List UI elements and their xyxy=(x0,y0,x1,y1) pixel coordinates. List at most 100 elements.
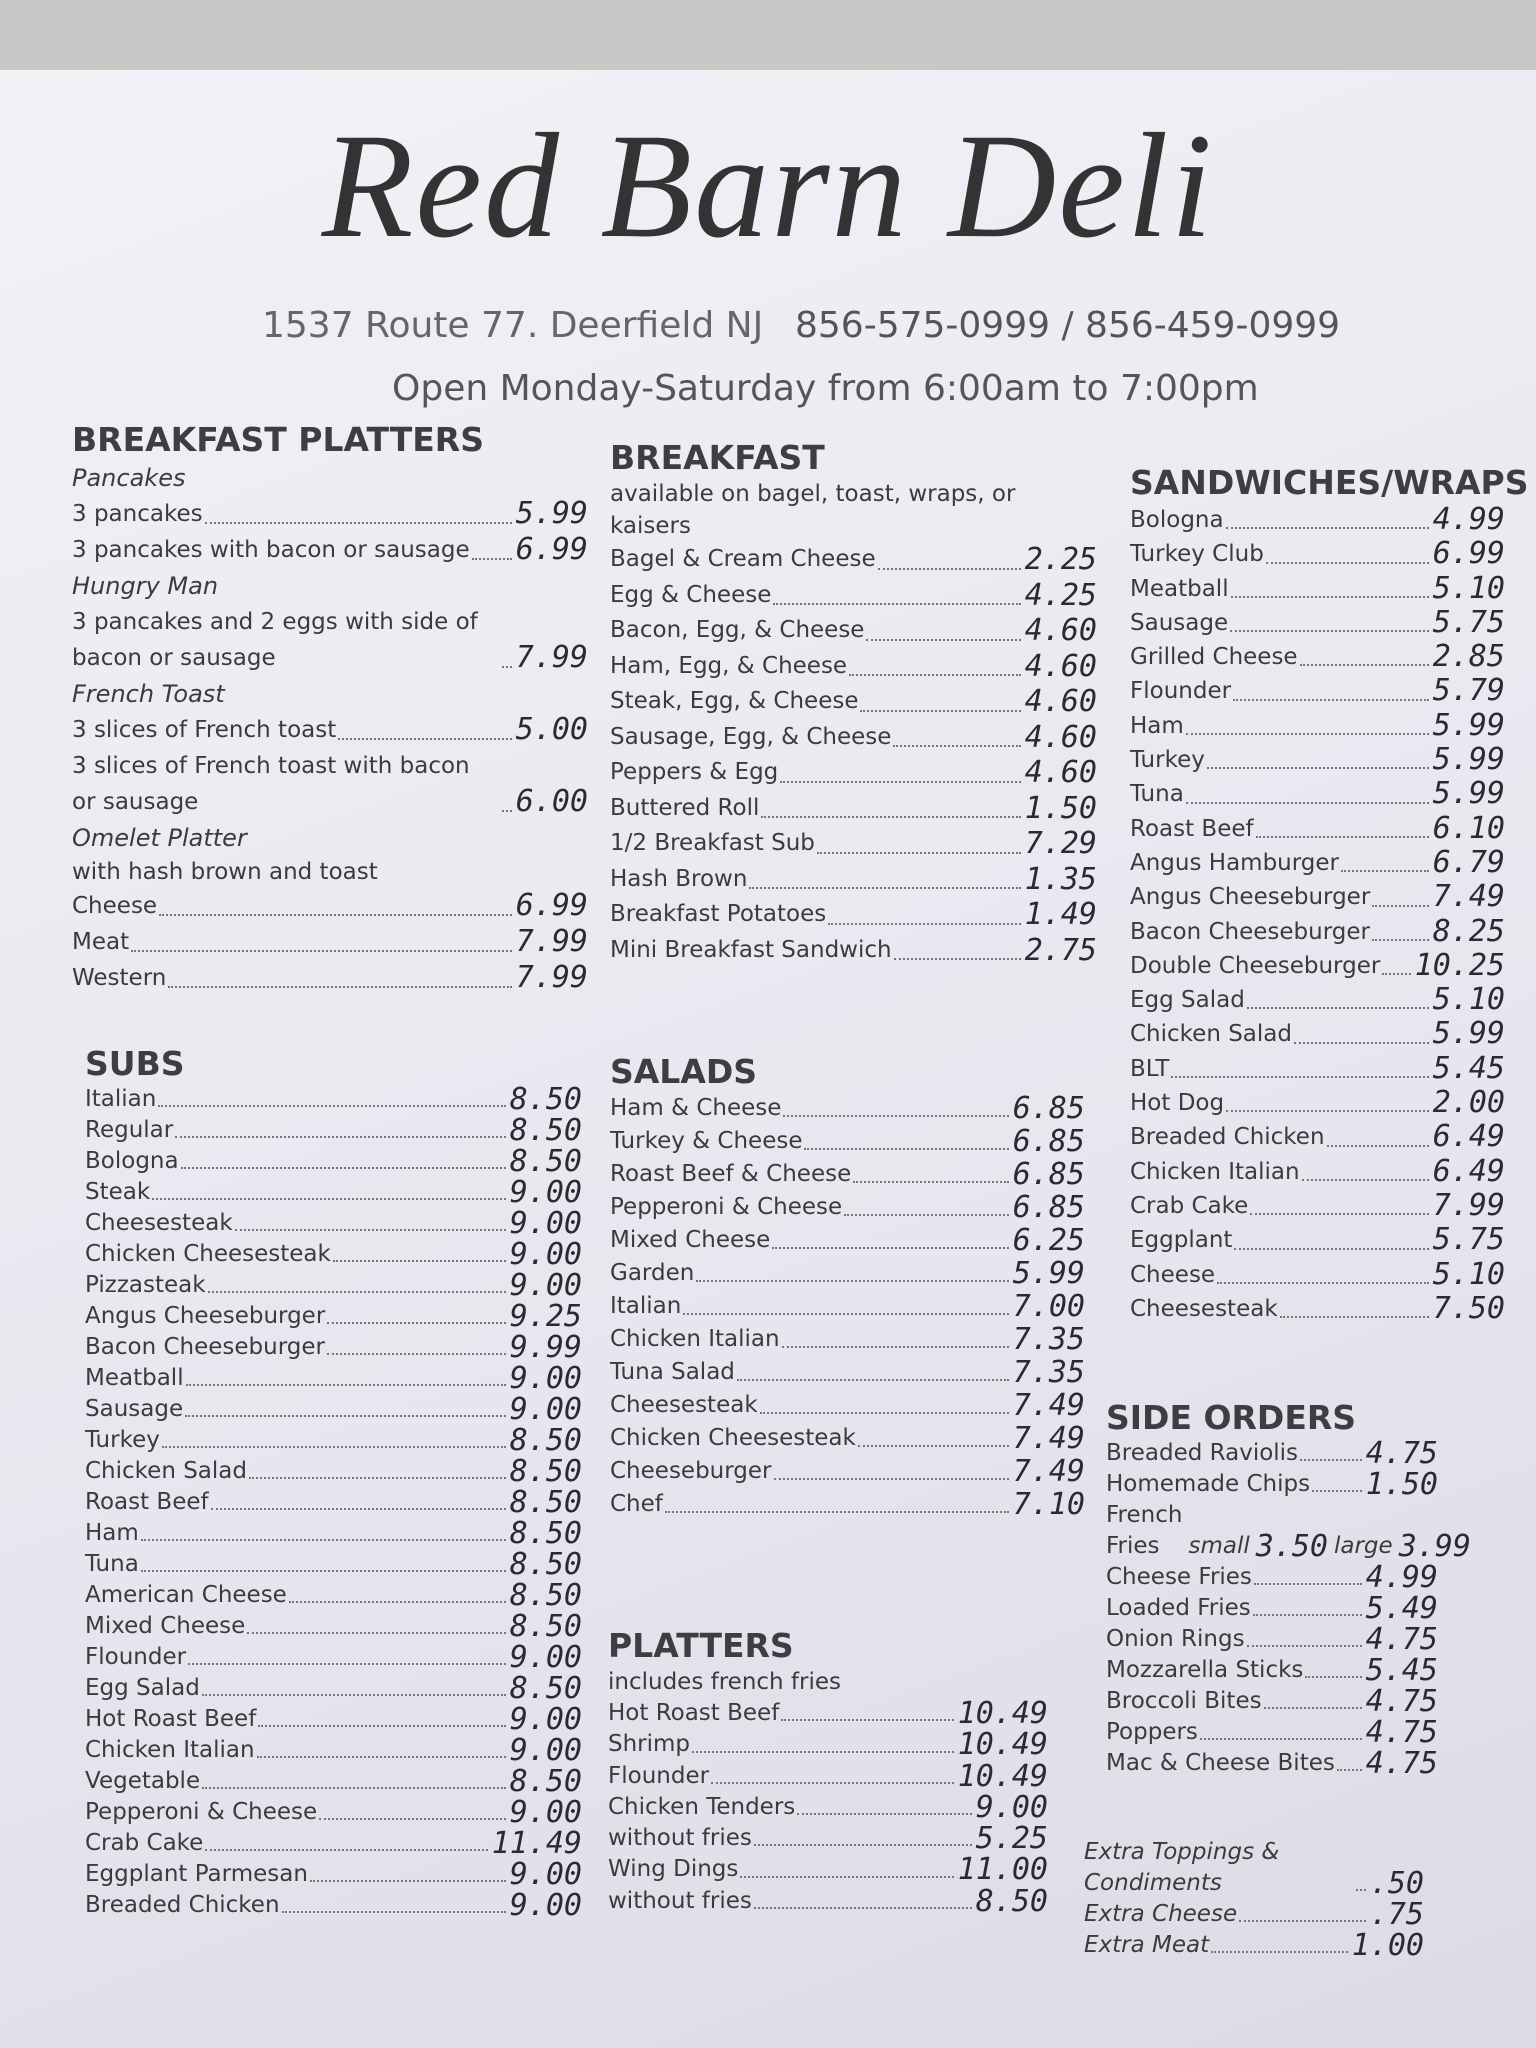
menu-item: Sausage, Egg, & Cheese 4.60 xyxy=(610,720,1097,756)
menu-item: Crab Cake 7.99 xyxy=(1130,1188,1505,1223)
item-price: 5.99 xyxy=(1432,1016,1505,1052)
item-price: 5.75 xyxy=(1432,604,1505,640)
menu-item: Ham 5.99 xyxy=(1130,707,1505,743)
item-price: 7.49 xyxy=(1012,1454,1085,1489)
menu-item: 3 pancakes with bacon or sausage 6.99 xyxy=(72,532,588,568)
leader xyxy=(761,816,1021,818)
item-name: 3 slices of French toast with bacon or s… xyxy=(72,753,470,815)
menu-item: Angus Cheeseburger 9.25 xyxy=(85,1301,582,1332)
leader xyxy=(1255,835,1429,838)
menu-item: Vegetable 8.50 xyxy=(85,1766,582,1797)
leader xyxy=(853,1181,1009,1183)
menu-item: Crab Cake 11.49 xyxy=(85,1828,582,1859)
menu-item: 1/2 Breakfast Sub 7.29 xyxy=(610,826,1097,862)
item-name: Cheese xyxy=(1130,1261,1216,1288)
item-price: 7.10 xyxy=(1012,1487,1085,1522)
item-name: Hot Roast Beef xyxy=(85,1706,257,1732)
item-name: Cheesesteak xyxy=(610,1392,758,1418)
menu-item: Garden 5.99 xyxy=(610,1257,1085,1290)
item-name: Egg & Cheese xyxy=(610,581,772,608)
menu-item: BLT 5.45 xyxy=(1130,1051,1505,1086)
item-price: 1.50 xyxy=(1024,790,1097,826)
menu-section: PLATTERS includes french fries Hot Roast B… xyxy=(608,1626,1048,1917)
item-name: Crab Cake xyxy=(1130,1192,1249,1219)
leader xyxy=(168,986,512,988)
menu-item: Angus Hamburger 6.79 xyxy=(1130,845,1505,880)
item-name: 3 pancakes with bacon or sausage xyxy=(72,537,470,563)
item-name: Sausage, Egg, & Cheese xyxy=(610,723,892,750)
leader xyxy=(332,1260,506,1262)
leader xyxy=(759,1412,1009,1414)
item-price: 8.50 xyxy=(509,1671,582,1706)
menu-item: Chef 7.10 xyxy=(610,1488,1085,1521)
item-price: 1.00 xyxy=(1351,1928,1424,1963)
item-price: 5.10 xyxy=(1432,570,1505,606)
leader xyxy=(1279,1316,1429,1319)
menu-item: Mac & Cheese Bites 4.75 xyxy=(1106,1748,1438,1779)
item-name: Tuna Salad xyxy=(610,1359,735,1385)
leader xyxy=(1355,1889,1366,1891)
item-name: Flounder xyxy=(1130,678,1232,705)
item-price: 6.85 xyxy=(1012,1091,1085,1126)
leader xyxy=(185,1384,506,1386)
item-price: 8.50 xyxy=(509,1485,582,1520)
item-price: 8.50 xyxy=(509,1578,582,1613)
leader xyxy=(202,1787,506,1789)
menu-item: Hash Brown 1.35 xyxy=(610,862,1097,898)
item-name: Angus Cheeseburger xyxy=(1130,884,1371,911)
item-price: 5.99 xyxy=(1432,707,1505,743)
menu-item: Mixed Cheese 8.50 xyxy=(85,1611,582,1642)
leader xyxy=(804,1148,1009,1150)
leader xyxy=(1371,938,1429,941)
leader xyxy=(327,1322,506,1324)
item-name: Ham, Egg, & Cheese xyxy=(610,652,848,679)
leader xyxy=(1312,1490,1362,1492)
item-price: 10.49 xyxy=(957,1758,1048,1794)
item-name: Roast Beef & Cheese xyxy=(610,1161,852,1187)
menu-item: Cheesesteak 7.49 xyxy=(610,1389,1085,1422)
menu-item: without fries 8.50 xyxy=(608,1885,1048,1917)
item-name: Sausage xyxy=(1130,609,1229,636)
item-name: Chicken Cheesesteak xyxy=(85,1241,331,1267)
leader xyxy=(1233,698,1429,701)
leader xyxy=(692,1750,954,1753)
item-price: 5.99 xyxy=(1432,742,1505,778)
item-name: Flounder xyxy=(85,1644,187,1670)
item-price: 2.75 xyxy=(1024,932,1097,968)
item-price: 4.25 xyxy=(1024,577,1097,613)
item-name: Meatball xyxy=(1130,575,1229,602)
leader xyxy=(849,674,1021,676)
item-price: 7.35 xyxy=(1012,1355,1085,1390)
menu-item: Poppers 4.75 xyxy=(1106,1717,1438,1748)
item-name: Roast Beef xyxy=(1130,815,1254,842)
leader xyxy=(1263,1707,1362,1709)
item-name: Double Cheeseburger xyxy=(1130,952,1381,979)
menu-item: Italian 7.00 xyxy=(610,1290,1085,1323)
menu-item: Chicken Tenders 9.00 xyxy=(608,1792,1048,1824)
item-name: Chicken Italian xyxy=(85,1737,255,1763)
leader xyxy=(1199,1738,1362,1740)
item-price: 5.75 xyxy=(1432,1222,1505,1258)
menu-item: Grilled Cheese 2.85 xyxy=(1130,639,1505,674)
item-price: 6.99 xyxy=(515,888,588,923)
menu-item: Chicken Italian 9.00 xyxy=(85,1735,582,1766)
menu-item: Pepperoni & Cheese 9.00 xyxy=(85,1797,582,1828)
item-price: 6.85 xyxy=(1012,1190,1085,1225)
leader xyxy=(159,914,512,916)
menu-item: Extra Meat 1.00 xyxy=(1084,1930,1424,1961)
item-price: 6.85 xyxy=(1012,1124,1085,1159)
item-price: 9.25 xyxy=(509,1299,582,1334)
item-price: .75 xyxy=(1369,1897,1424,1932)
section-title: SIDE ORDERS xyxy=(1106,1398,1357,1437)
item-name: Regular xyxy=(85,1117,174,1143)
item-name: Cheese xyxy=(72,893,158,919)
menu-item: Hot Roast Beef 9.00 xyxy=(85,1704,582,1735)
leader xyxy=(1226,1110,1429,1113)
item-price: 10.49 xyxy=(957,1727,1048,1763)
item-name: Chef xyxy=(610,1491,663,1517)
item-price: 1.49 xyxy=(1024,897,1097,932)
leader xyxy=(866,638,1021,641)
leader xyxy=(281,1911,506,1913)
leader xyxy=(773,1478,1009,1480)
leader xyxy=(1253,1583,1362,1585)
